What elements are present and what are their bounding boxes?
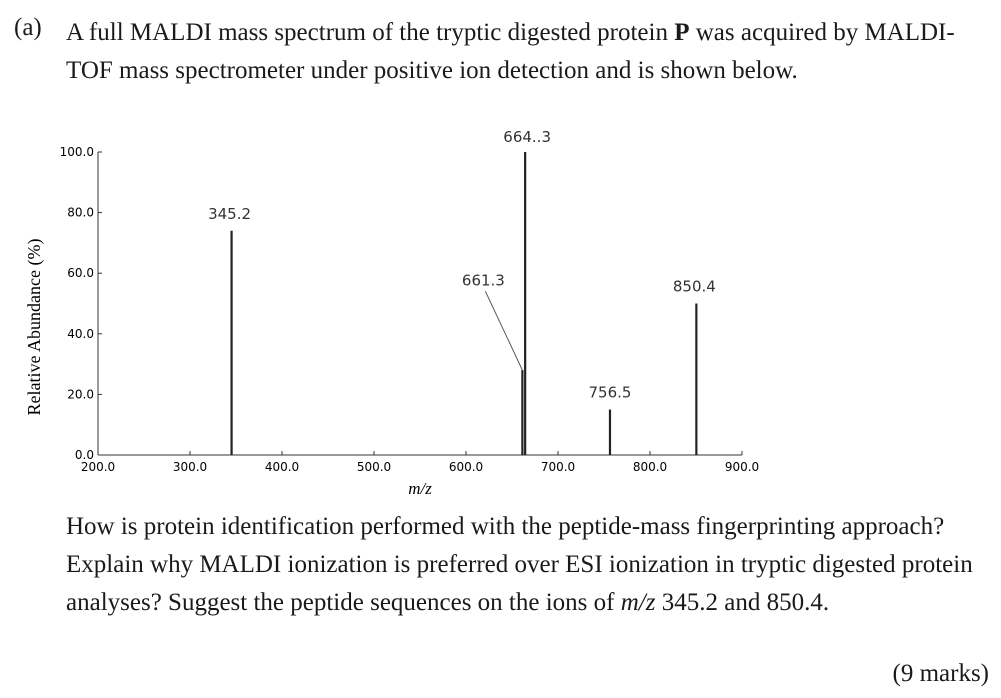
x-axis-ticks: 200.0 300.0 400.0 500.0 600.0 700.0 800.0 900.0 — [81, 451, 759, 474]
mass-spectrum-chart: 0.0 20.0 40.0 60.0 80.0 100.0 200.0 300.0 400.0… — [24, 128, 759, 498]
y-tick-label: 100.0 — [60, 145, 94, 159]
peak-label: 664..3 — [503, 128, 551, 146]
y-tick-label: 60.0 — [67, 266, 94, 280]
x-tick-label: 800.0 — [633, 460, 667, 474]
intro-text: A full MALDI mass spectrum of the trypti… — [66, 19, 955, 84]
x-tick-label: 700.0 — [541, 460, 575, 474]
y-tick-label: 20.0 — [67, 387, 94, 401]
peak-label: 345.2 — [208, 205, 251, 223]
part-label: (a) — [14, 14, 42, 41]
x-tick-label: 500.0 — [357, 460, 391, 474]
y-tick-label: 80.0 — [67, 206, 94, 220]
peak-leader-line — [484, 291, 523, 371]
mz-symbol: m/z — [620, 589, 656, 616]
x-tick-label: 400.0 — [265, 460, 299, 474]
x-tick-label: 600.0 — [449, 460, 483, 474]
peak-label: 850.4 — [673, 278, 716, 296]
peak-labels: 345.2 661.3 664..3 756.5 850.4 — [208, 128, 716, 402]
peak-label: 661.3 — [462, 271, 505, 289]
question-text: How is protein identification performed … — [66, 513, 973, 616]
y-axis-label: Relative Abundance (%) — [24, 239, 45, 416]
y-tick-label: 0.0 — [75, 448, 94, 462]
chart-axes — [97, 152, 742, 456]
spectrum-peaks — [230, 152, 698, 455]
x-tick-label: 900.0 — [725, 460, 759, 474]
x-tick-label: 200.0 — [81, 460, 115, 474]
x-axis-label: m/z — [408, 479, 432, 498]
marks-label: (9 marks) — [892, 660, 990, 687]
y-tick-label: 40.0 — [67, 327, 94, 341]
y-axis-ticks: 0.0 20.0 40.0 60.0 80.0 100.0 — [60, 145, 102, 462]
peak-label: 756.5 — [589, 384, 632, 402]
protein-name: P — [674, 19, 690, 46]
x-tick-label: 300.0 — [173, 460, 207, 474]
